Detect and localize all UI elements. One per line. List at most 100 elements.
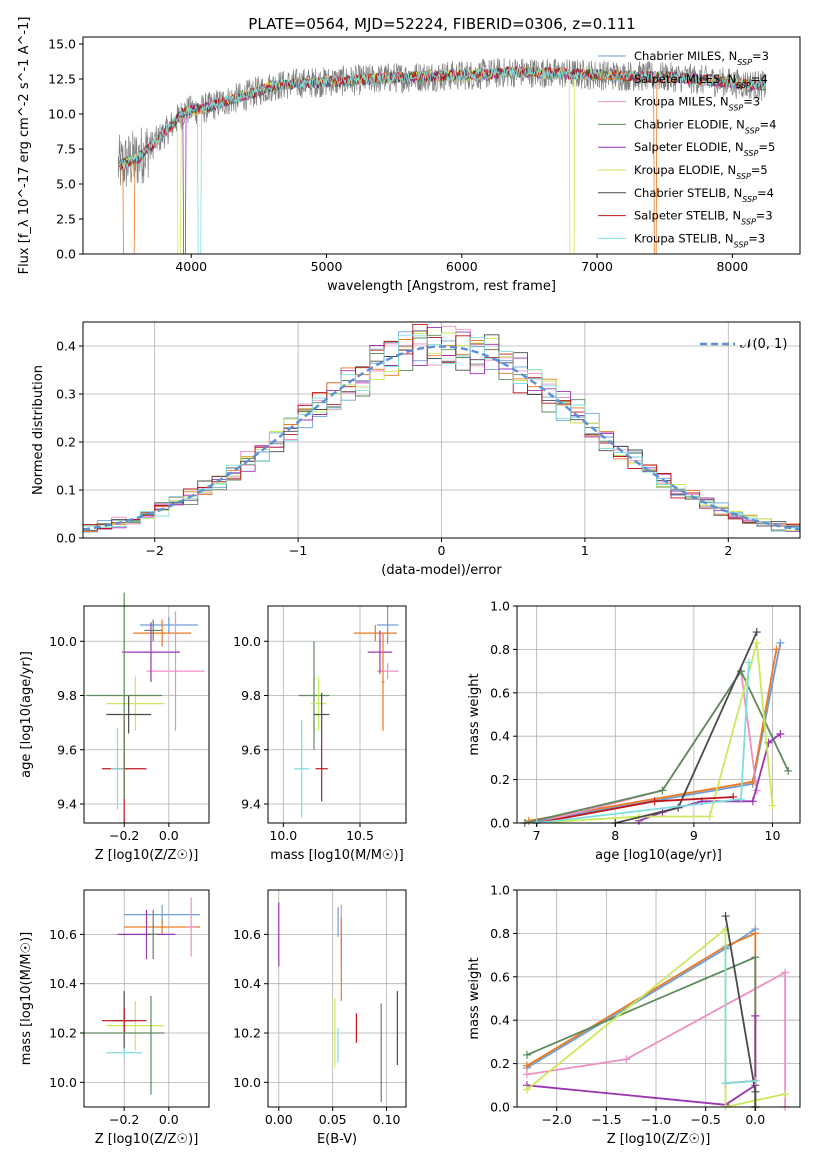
y-tick-label: 10.0 — [49, 1075, 77, 1090]
weight-marker-chabrier_miles — [776, 638, 785, 647]
weight-marker-salpeter_elodie — [751, 1011, 760, 1020]
axes-frame — [83, 889, 210, 1108]
model-spectrum-kroupa_stelib — [119, 66, 766, 254]
weight-marker-chabrier_stelib — [751, 1087, 760, 1096]
y-tick-label: 10.0 — [48, 107, 76, 122]
y-tick-label: 0.4 — [56, 339, 76, 354]
y-tick-label: 0.0 — [56, 531, 76, 546]
y-tick-label: 10.6 — [233, 927, 261, 942]
x-tick-label: −1 — [289, 543, 307, 558]
legend-entry-kroupa_elodie: Kroupa ELODIE, NSSP=5 — [634, 163, 768, 181]
weight-marker-kroupa_stelib — [744, 658, 753, 667]
x-tick-label: 6000 — [446, 259, 478, 274]
x-tick-label: −2 — [145, 543, 163, 558]
y-tick-label: 9.8 — [241, 688, 261, 703]
weight-marker-kroupa_miles — [522, 1070, 531, 1079]
x-tick-label: 7000 — [581, 259, 613, 274]
y-tick-label: 15.0 — [48, 37, 76, 52]
weight-marker-chabrier_elodie — [658, 786, 667, 795]
mass-vs-ebv-panel: 0.00 0.05 0.10 10.0 10.2 10.4 10.6 E(B-V) — [233, 889, 407, 1147]
weight-marker-salpeter_elodie — [748, 797, 757, 806]
y-tick-label: 0.4 — [490, 729, 510, 744]
y-tick-label: 10.0 — [233, 634, 261, 649]
weight-marker-salpeter_miles — [522, 1061, 531, 1070]
y-tick-label: 9.6 — [241, 742, 261, 757]
x-tick-label: 0.05 — [319, 1112, 347, 1127]
residual-histogram-panel: −2 −1 0 1 2 0.0 0.1 0.2 0.3 0.4 (data-model)/error… — [31, 321, 801, 578]
axes-frame — [82, 36, 801, 255]
x-axis-label: wavelength [Angstrom, rest frame] — [327, 279, 556, 294]
weight-line-kroupa_miles — [526, 970, 786, 1107]
histogram-kroupa_stelib — [83, 334, 800, 534]
x-tick-label: 0.0 — [745, 1112, 765, 1127]
y-axis-label: Flux [f_λ 10^-17 erg cm^-2 s^-1 A^-1] — [17, 17, 32, 275]
x-tick-label: −0.5 — [690, 1112, 720, 1127]
axes-frame — [516, 889, 801, 1108]
legend-entry-chabrier_stelib: Chabrier STELIB, NSSP=4 — [634, 186, 774, 204]
x-tick-label: 10.0 — [269, 828, 297, 843]
axes-frame — [516, 605, 801, 824]
y-tick-label: 5.0 — [56, 177, 76, 192]
y-axis-label: mass weight — [467, 957, 482, 1039]
x-tick-label: 8000 — [716, 259, 748, 274]
x-tick-label: 4000 — [175, 259, 207, 274]
axes-frame — [267, 605, 407, 824]
legend-entry-kroupa_stelib: Kroupa STELIB, NSSP=3 — [634, 231, 765, 249]
axes-frame — [267, 889, 407, 1108]
normal-distribution-curve — [83, 345, 800, 531]
x-tick-label: 0.00 — [265, 1112, 293, 1127]
weight-marker-kroupa_stelib — [721, 942, 730, 951]
x-axis-label: mass [log10(M/M☉)] — [270, 848, 403, 863]
axes-frame — [83, 605, 210, 824]
x-tick-label: −2.0 — [542, 1112, 572, 1127]
legend-entry-chabrier_elodie: Chabrier ELODIE, NSSP=4 — [634, 117, 776, 135]
mass-vs-metallicity-panel: −0.2 0.0 10.0 10.2 10.4 10.6 Z [log10(Z/Z☉)] ma… — [19, 889, 210, 1147]
y-tick-label: 10.4 — [49, 976, 77, 991]
legend-entry-chabrier_miles: Chabrier MILES, NSSP=3 — [634, 49, 769, 67]
weight-marker-kroupa_elodie — [768, 801, 777, 810]
x-tick-label: 2 — [724, 543, 732, 558]
y-axis-label: Normed distribution — [31, 365, 46, 495]
x-tick-label: 0.0 — [159, 1112, 179, 1127]
weight-marker-kroupa_stelib — [721, 1079, 730, 1088]
x-tick-label: 7 — [533, 828, 541, 843]
legend-entry-salpeter_elodie: Salpeter ELODIE, NSSP=5 — [634, 140, 775, 158]
legend-entry-salpeter_miles: Salpeter MILES, NSSP=4 — [634, 72, 768, 90]
y-tick-label: 10.2 — [49, 1026, 77, 1041]
x-tick-label: 8 — [611, 828, 619, 843]
weight-marker-chabrier_elodie — [751, 953, 760, 962]
weight-marker-kroupa_miles — [622, 1055, 631, 1064]
y-tick-label: 0.0 — [490, 1100, 510, 1115]
weight-line-chabrier_elodie — [526, 955, 757, 1107]
x-axis-label: E(B-V) — [317, 1132, 357, 1147]
weight-line-kroupa_elodie — [536, 642, 774, 824]
mass-weight-vs-age-panel: 7 8 9 10 0.0 0.2 0.4 0.6 0.8 1.0 age [log10(age/yr… — [467, 599, 801, 863]
y-tick-label: 0.6 — [490, 969, 510, 984]
weight-marker-chabrier_stelib — [752, 628, 761, 637]
y-tick-label: 12.5 — [48, 72, 76, 87]
weight-line-kroupa_stelib — [536, 662, 750, 824]
y-tick-label: 10.4 — [233, 976, 261, 991]
weight-marker-chabrier_stelib — [674, 803, 683, 812]
x-tick-label: 9 — [690, 828, 698, 843]
x-tick-label: 10 — [765, 828, 781, 843]
x-tick-label: −0.2 — [109, 1112, 139, 1127]
legend-entry-kroupa_miles: Kroupa MILES, NSSP=3 — [634, 95, 760, 113]
weight-marker-kroupa_elodie — [781, 1089, 790, 1098]
weight-marker-salpeter_stelib — [650, 797, 659, 806]
y-tick-label: 0.8 — [490, 926, 510, 941]
x-axis-label: (data-model)/error — [381, 563, 502, 578]
y-tick-label: 0.4 — [490, 1013, 510, 1028]
y-tick-label: 0.1 — [56, 483, 76, 498]
weight-line-chabrier_stelib — [615, 631, 758, 824]
x-tick-label: 0.10 — [373, 1112, 401, 1127]
weight-marker-kroupa_elodie — [522, 1085, 531, 1094]
legend-entry-normal: 𝒩(0, 1) — [740, 337, 787, 352]
y-tick-label: 1.0 — [490, 883, 510, 898]
x-axis-label: Z [log10(Z/Z☉)] — [95, 1132, 199, 1147]
weight-marker-kroupa_miles — [781, 968, 790, 977]
weight-line-chabrier_stelib — [724, 915, 757, 1107]
y-tick-label: 0.2 — [490, 772, 510, 787]
y-tick-label: 10.6 — [49, 927, 77, 942]
